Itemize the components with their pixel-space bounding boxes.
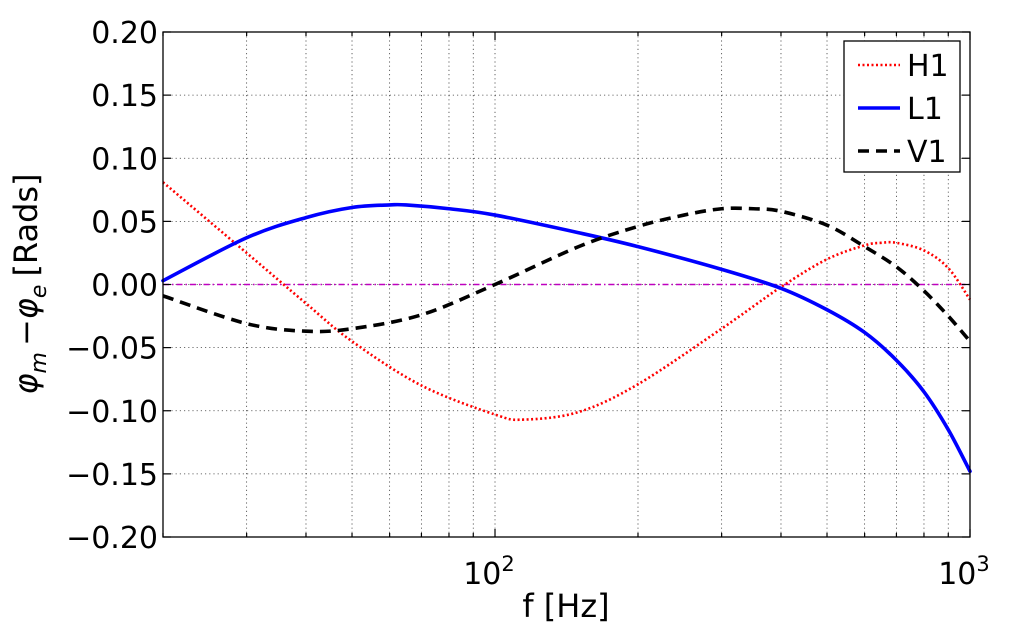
y-label-sub-e: e (27, 285, 52, 299)
y-label-units: [Rads] (7, 173, 45, 276)
y-tick-label: 0.15 (91, 79, 158, 114)
legend-label-l1: L1 (907, 92, 943, 127)
y-tick-label: −0.15 (66, 458, 158, 493)
y-label-phi-e: −φ (7, 298, 45, 346)
svg-text:φm−φe[Rads]: φm −φe [Rads] (7, 173, 52, 394)
y-tick-label: 0.05 (91, 205, 158, 240)
y-label-sub-m: m (27, 352, 52, 373)
series-line-v1 (162, 206, 972, 343)
y-tick-label: −0.20 (66, 521, 158, 556)
y-tick-label: 0.20 (91, 16, 158, 51)
axis-ticks: 0.20 0.15 0.10 0.05 0.00 −0.05 −0.10 −0.15 −0.20… (66, 16, 990, 592)
y-tick-label: 0.10 (91, 142, 158, 177)
series-line-l1 (161, 202, 972, 474)
series-line-h1 (162, 181, 972, 422)
y-tick-label: 0.00 (91, 269, 158, 304)
legend-label-v1: V1 (907, 135, 947, 170)
legend-label-h1: H1 (907, 49, 949, 84)
y-tick-label: −0.10 (66, 395, 158, 430)
y-axis-label: φm −φe [Rads] (7, 173, 52, 394)
x-tick-label: 103 (938, 552, 990, 592)
x-tick-label: 102 (463, 552, 515, 592)
y-label-phi-m: φ (7, 373, 45, 394)
x-axis-label: f [Hz] (522, 587, 609, 625)
series-lines (161, 181, 972, 474)
legend: H1 L1 V1 (843, 40, 961, 173)
y-tick-label: −0.05 (66, 332, 158, 367)
